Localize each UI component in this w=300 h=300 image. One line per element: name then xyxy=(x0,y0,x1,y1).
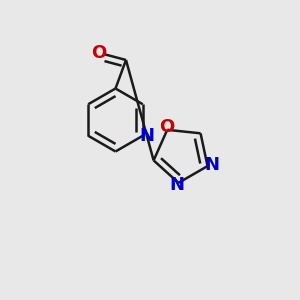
Text: N: N xyxy=(169,176,184,194)
Text: O: O xyxy=(160,118,175,136)
Text: N: N xyxy=(139,127,154,145)
Text: O: O xyxy=(91,44,106,62)
Text: N: N xyxy=(205,156,220,174)
